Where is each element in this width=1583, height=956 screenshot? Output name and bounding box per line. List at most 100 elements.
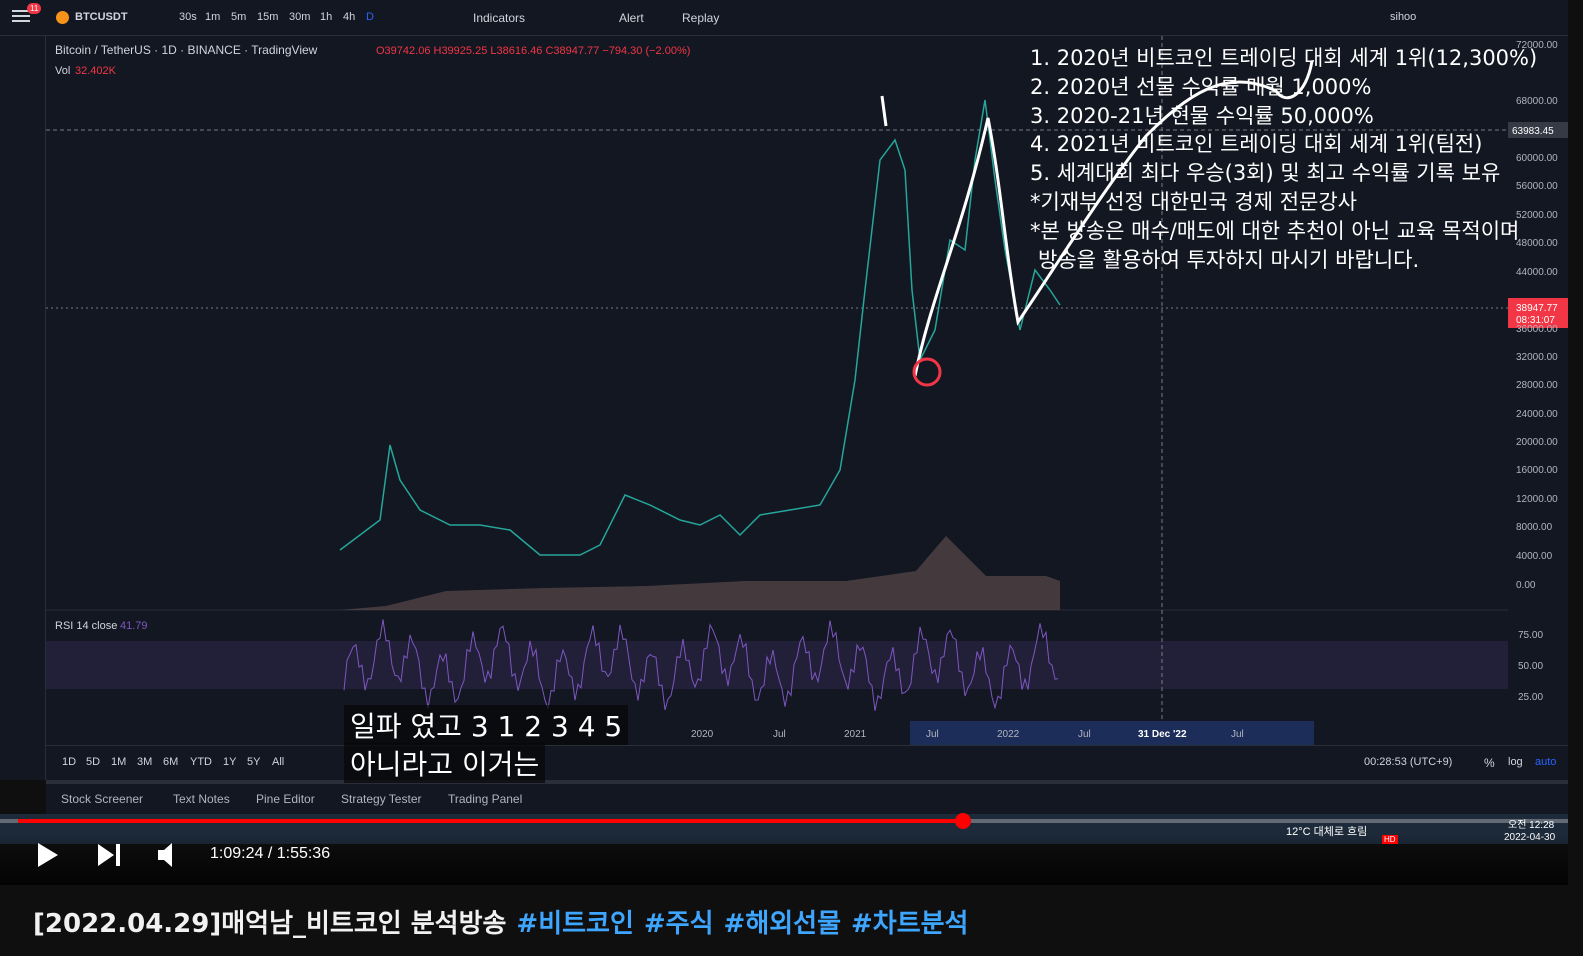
change: −794.30 (−2.00%) <box>602 45 690 57</box>
price-label: 72000.00 <box>1516 40 1558 51</box>
hashtag[interactable]: #해외선물 <box>723 909 841 939</box>
time-label: 31 Dec '22 <box>1138 729 1187 740</box>
progress-track[interactable] <box>0 813 1568 829</box>
rsi-value: 41.79 <box>120 620 148 632</box>
annotation-circle <box>912 357 942 387</box>
rsi-axis-label: 25.00 <box>1518 692 1543 703</box>
range-button[interactable]: 5D <box>86 756 101 768</box>
legend-title: Bitcoin / TetherUS · 1D · BINANCE · Trad… <box>55 43 318 57</box>
time-display: 1:09:24 / 1:55:36 <box>210 845 331 862</box>
range-button[interactable]: 5Y <box>247 756 261 768</box>
overlay-line: 4. 2021년 비트코인 트레이딩 대회 세계 1위(팀전) <box>1030 132 1483 157</box>
last-price-tag <box>1508 298 1568 328</box>
interval[interactable]: D <box>366 11 374 23</box>
rsi-axis-label: 75.00 <box>1518 630 1543 641</box>
bottom-tabs: Stock Screener Text Notes Pine Editor Strat… <box>46 780 1568 818</box>
price-label: 68000.00 <box>1516 96 1558 107</box>
alert[interactable]: Alert <box>619 11 644 25</box>
range-button[interactable]: 1M <box>111 756 127 768</box>
time-label: 2020 <box>691 729 714 740</box>
bottom-tab[interactable]: Strategy Tester <box>341 792 422 806</box>
hashtag[interactable]: #차트분석 <box>851 909 969 939</box>
auto-toggle[interactable]: auto <box>1535 756 1557 768</box>
range-button[interactable]: 3M <box>137 756 153 768</box>
hashtag[interactable]: #주식 <box>643 909 714 939</box>
control-icons[interactable] <box>36 841 196 869</box>
time-label: Jul <box>1078 729 1091 740</box>
countdown: 08:31:07 <box>1516 315 1555 326</box>
price-label: 12000.00 <box>1516 494 1558 505</box>
bottom-tab[interactable]: Trading Panel <box>448 792 523 806</box>
time-label: Jul <box>773 729 786 740</box>
price-label: 60000.00 <box>1516 153 1558 164</box>
interval[interactable]: 30m <box>289 11 311 23</box>
bottom-tab[interactable]: Pine Editor <box>256 792 315 806</box>
time-range-highlight <box>910 721 1314 745</box>
overlay-line: 2. 2020년 선물 수익률 매월 1,000% <box>1030 74 1372 99</box>
overlay-line: 1. 2020년 비트코인 트레이딩 대회 세계 1위(12,300%) <box>1030 46 1538 70</box>
range-bar: 00:28:53 (UTC+9) % log auto 1D 5D 1M 3M 6M YT… <box>46 745 1568 779</box>
open: O39742.06 <box>376 45 430 57</box>
time-label: Jul <box>1231 729 1244 740</box>
range-button[interactable]: 1Y <box>223 756 237 768</box>
price-label: 48000.00 <box>1516 238 1558 249</box>
rsi-band <box>46 641 1508 689</box>
price-label: 56000.00 <box>1516 181 1558 192</box>
replay[interactable]: Replay <box>682 11 720 25</box>
hashtag[interactable]: #비트코인 <box>516 909 634 939</box>
crosshair-tag <box>1508 122 1568 138</box>
volume <box>340 536 1060 610</box>
badge: 11 <box>27 3 42 14</box>
interval[interactable]: 30s <box>179 11 197 23</box>
range-button[interactable]: All <box>272 756 285 768</box>
price-label: 28000.00 <box>1516 380 1558 391</box>
hashtags: #비트코인 #주식 #해외선물 #차트분석 <box>506 909 968 939</box>
user[interactable]: sihoo <box>1390 11 1417 23</box>
hd-badge: HD <box>1382 835 1398 844</box>
interval[interactable]: 4h <box>343 11 356 23</box>
title-text: [2022.04.29]매억남_비트코인 분석방송 <box>33 909 507 939</box>
interval[interactable]: 5m <box>231 11 247 23</box>
overlay-line: 방송을 활용하여 투자하지 마시기 바랍니다. <box>1038 247 1420 272</box>
time-label: 2022 <box>997 729 1020 740</box>
price-label: 4000.00 <box>1516 551 1553 562</box>
indicators[interactable]: Indicators <box>473 11 526 25</box>
scrubber[interactable] <box>955 813 971 829</box>
subtitle-line: 일파 였고 3 1 2 3 4 5 <box>344 705 629 745</box>
price-label: 20000.00 <box>1516 437 1558 448</box>
rsi-label: RSI 14 close <box>55 620 117 632</box>
time-label: 2021 <box>844 729 867 740</box>
overlay-line: 3. 2020-21년 현물 수익률 50,000% <box>1030 103 1374 128</box>
price-axis <box>1508 36 1568 721</box>
range-button[interactable]: 6M <box>163 756 179 768</box>
video-title: [2022.04.29]매억남_비트코인 분석방송 #비트코인 #주식 #해외선물 #차… <box>33 903 968 940</box>
price-label: 16000.00 <box>1516 465 1558 476</box>
log-toggle[interactable]: log <box>1508 756 1523 768</box>
low: L38616.46 <box>490 45 542 57</box>
vol-label: Vol <box>55 65 70 77</box>
price-series <box>339 99 1061 556</box>
symbol[interactable]: BTCUSDT <box>75 11 128 23</box>
title-bar: [2022.04.29]매억남_비트코인 분석방송 #비트코인 #주식 #해외선물 #차… <box>0 885 1583 956</box>
percent-toggle[interactable]: % <box>1484 756 1495 770</box>
bottom-tab[interactable]: Stock Screener <box>61 792 144 806</box>
last-price: 38947.77 <box>1516 303 1558 314</box>
interval[interactable]: 1m <box>205 11 221 23</box>
subtitle-line: 아니라고 이거는 <box>344 743 546 783</box>
player-controls: 1:09:24 / 1:55:36 HD <box>0 835 1568 885</box>
annotation-stroke <box>880 60 1314 377</box>
bottom-tab[interactable]: Text Notes <box>173 792 230 806</box>
interval[interactable]: 15m <box>257 11 279 23</box>
range-button[interactable]: 1D <box>62 756 77 768</box>
interval[interactable]: 1h <box>320 11 333 23</box>
price-label: 52000.00 <box>1516 210 1558 221</box>
price-label: 36000.00 <box>1516 324 1558 335</box>
overlay-line: 5. 세계대회 최다 우승(3회) 및 최고 수익률 기록 보유 <box>1030 161 1501 186</box>
menu-icon[interactable] <box>12 10 30 12</box>
vol-value: 32.402K <box>75 65 117 77</box>
drawing-toolbar <box>0 36 46 780</box>
crosshair-price: 63983.45 <box>1512 126 1554 137</box>
range-button[interactable]: YTD <box>190 756 212 768</box>
overlay-line: *본 방송은 매수/매도에 대한 추천이 아닌 교육 목적이며 <box>1030 218 1520 243</box>
